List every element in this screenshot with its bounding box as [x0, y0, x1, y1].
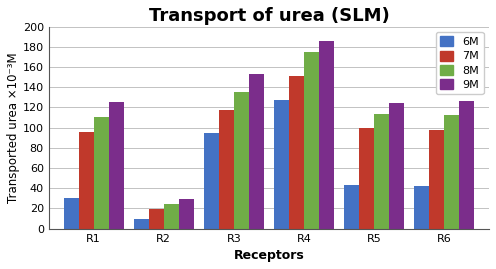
Bar [164, 204, 179, 229]
Bar [94, 118, 109, 229]
Bar [319, 41, 334, 229]
Bar [149, 210, 164, 229]
Bar [274, 100, 289, 229]
Bar [79, 132, 94, 229]
Bar [444, 115, 459, 229]
Bar [459, 101, 474, 229]
Bar [179, 199, 194, 229]
Bar [344, 185, 359, 229]
Legend: 6M, 7M, 8M, 9M: 6M, 7M, 8M, 9M [435, 32, 484, 94]
Y-axis label: Transported urea ×10⁻³M: Transported urea ×10⁻³M [7, 52, 20, 203]
Bar [359, 128, 374, 229]
Bar [63, 198, 79, 229]
Bar [374, 114, 389, 229]
Bar [389, 103, 404, 229]
Bar [234, 92, 249, 229]
X-axis label: Receptors: Receptors [234, 249, 304, 262]
Bar [429, 130, 444, 229]
Bar [219, 110, 234, 229]
Bar [134, 218, 149, 229]
Bar [249, 74, 264, 229]
Title: Transport of urea (SLM): Transport of urea (SLM) [148, 7, 389, 25]
Bar [304, 52, 319, 229]
Bar [414, 186, 429, 229]
Bar [289, 76, 304, 229]
Bar [204, 133, 219, 229]
Bar [109, 102, 124, 229]
